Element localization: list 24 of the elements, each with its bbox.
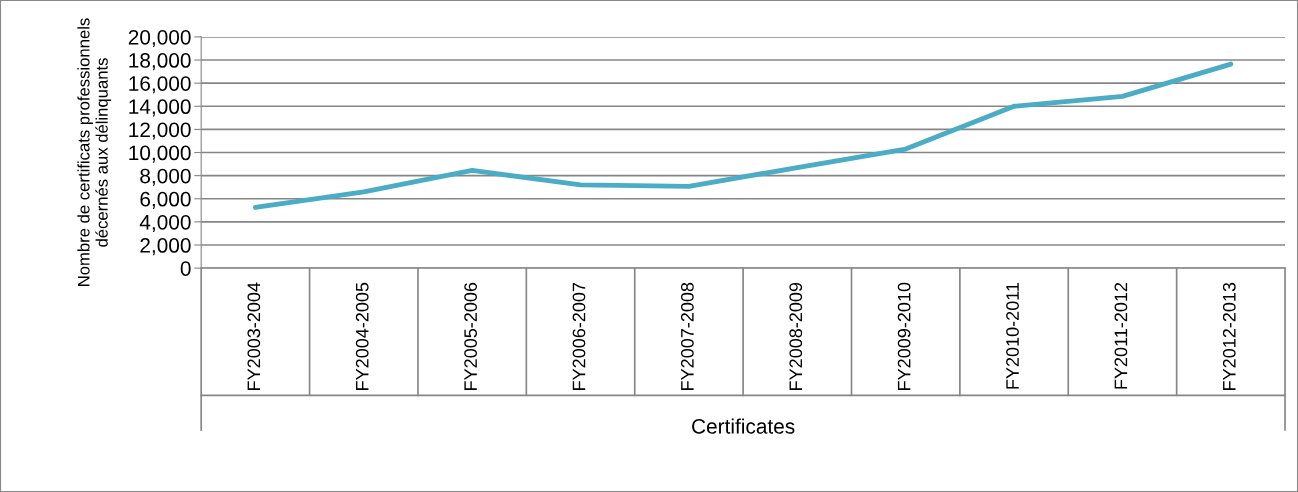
x-axis-title: Certificates bbox=[692, 418, 795, 434]
y-tick-label: 0 bbox=[180, 261, 191, 276]
y-tick-label: 18,000 bbox=[129, 53, 191, 71]
y-tick-label: 4,000 bbox=[139, 214, 191, 233]
x-tick-label: FY2008-2009 bbox=[789, 282, 803, 390]
y-tick-label: 12,000 bbox=[129, 122, 191, 140]
x-tick-label: FY2012-2013 bbox=[1222, 282, 1236, 390]
y-tick-label: 20,000 bbox=[128, 29, 191, 48]
y-tick-label: 6,000 bbox=[140, 191, 191, 209]
x-tick-label: FY2005-2006 bbox=[464, 282, 477, 390]
x-tick-label: FY2006-2007 bbox=[572, 282, 586, 390]
y-tick-label: 16,000 bbox=[129, 76, 191, 94]
x-tick-label: FY2004-2005 bbox=[355, 282, 369, 390]
y-tick-label: 8,000 bbox=[140, 168, 191, 186]
x-tick-label: FY2011-2012 bbox=[1114, 282, 1128, 389]
x-tick-label: FY2009-2010 bbox=[897, 282, 911, 390]
line-series bbox=[252, 61, 1234, 210]
y-tick-label: 2,000 bbox=[140, 238, 191, 256]
y-axis-title: Nombre de certificats professionnels décernés aux délinquants bbox=[77, 18, 112, 286]
x-tick-label: FY2003-2004 bbox=[247, 282, 261, 390]
x-tick-label: FY2007-2008 bbox=[680, 282, 694, 390]
x-tick-label: FY2010-2011 bbox=[1006, 282, 1019, 389]
y-tick-label: 10,000 bbox=[129, 145, 191, 163]
y-tick-label: 14,000 bbox=[129, 99, 191, 117]
